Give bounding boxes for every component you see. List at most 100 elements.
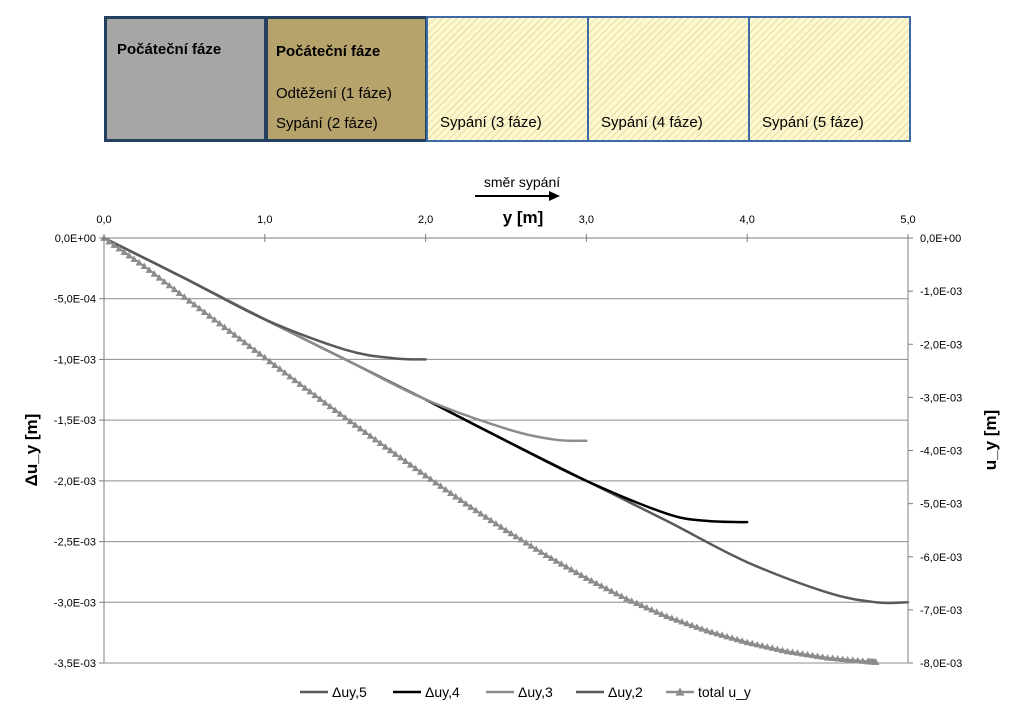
data-point-marker <box>416 468 425 475</box>
data-point-marker <box>105 237 113 245</box>
data-point-marker <box>296 380 304 387</box>
data-point-marker <box>628 597 636 604</box>
data-point-marker <box>527 542 535 549</box>
data-point-marker <box>577 571 585 579</box>
data-point-marker <box>783 647 791 655</box>
legend-item-5: total u_y <box>666 684 751 700</box>
direction-label: směr sypání <box>484 174 560 190</box>
data-point-marker <box>648 606 656 613</box>
legend: Δuy,5 Δuy,4 Δuy,3 Δuy,2 total u_y <box>300 684 751 700</box>
data-point-marker <box>316 395 324 402</box>
data-point-marker <box>748 639 756 647</box>
data-point-marker <box>638 601 646 609</box>
data-point-marker <box>703 626 711 634</box>
series-layer <box>100 234 910 665</box>
data-point-marker <box>728 634 736 641</box>
data-point-marker <box>693 623 701 630</box>
data-point-marker <box>231 331 239 338</box>
y-left-tick-label: -3,0E-03 <box>54 597 96 609</box>
x-tick-label: 1,0 <box>257 214 272 226</box>
data-point-marker <box>507 529 515 537</box>
phase-1-label-1: Počáteční fáze <box>117 41 222 58</box>
series-line <box>424 398 749 524</box>
data-point-marker <box>185 297 194 304</box>
data-point-marker <box>824 654 832 661</box>
data-point-marker <box>135 259 143 266</box>
y-axis-left-label: Δu_y [m] <box>22 414 41 487</box>
data-point-marker <box>532 545 540 552</box>
data-point-marker <box>633 599 641 606</box>
data-point-marker <box>668 614 676 621</box>
data-point-marker <box>733 635 741 643</box>
y-left-tick-label: -2,0E-03 <box>54 476 96 488</box>
data-point-marker <box>788 648 797 655</box>
y-right-tick-label: 0,0E+00 <box>920 233 961 245</box>
data-point-marker <box>623 595 631 602</box>
phase-box-1: Počáteční fáze <box>104 16 267 142</box>
data-point-marker <box>477 509 485 517</box>
data-point-marker <box>341 413 349 421</box>
legend-label: Δuy,5 <box>332 684 367 700</box>
axes: 0,0 1,0 2,0 3,0 4,0 5,0 0,0E+00 -5,0E-04 -1,0E-0… <box>22 174 1000 670</box>
series-line <box>102 236 427 361</box>
data-point-marker <box>738 637 746 644</box>
y-right-tick-label: -1,0E-03 <box>920 286 962 298</box>
data-point-marker <box>266 357 274 365</box>
legend-label: Δuy,2 <box>608 684 643 700</box>
data-point-marker <box>834 655 842 662</box>
data-point-marker <box>462 500 470 507</box>
data-point-marker <box>437 482 445 489</box>
data-point-marker <box>457 496 465 503</box>
data-point-marker <box>718 631 726 638</box>
data-point-marker <box>572 568 580 576</box>
data-point-marker <box>256 350 264 357</box>
y-right-tick-label: -8,0E-03 <box>920 658 962 670</box>
phase-box-4: Sypání (4 fáze) <box>587 16 750 142</box>
data-point-marker <box>120 248 128 255</box>
data-point-marker <box>793 649 802 656</box>
data-point-marker <box>251 346 259 353</box>
data-point-marker <box>346 417 354 425</box>
x-tick-label: 4,0 <box>740 214 755 226</box>
data-point-marker <box>813 652 822 659</box>
data-point-marker <box>411 464 420 472</box>
data-point-marker <box>432 478 440 486</box>
data-point-marker <box>487 516 495 524</box>
data-point-marker <box>447 489 455 496</box>
data-point-marker <box>522 539 530 546</box>
phase-box-5: Sypání (5 fáze) <box>748 16 911 142</box>
data-point-marker <box>675 687 685 696</box>
series-2 <box>424 398 749 524</box>
data-point-marker <box>768 644 776 651</box>
data-point-marker <box>356 424 364 432</box>
series-4 <box>102 236 427 361</box>
data-point-marker <box>773 645 781 652</box>
data-point-marker <box>427 475 435 482</box>
x-tick-label: 3,0 <box>579 214 594 226</box>
data-point-marker <box>753 640 761 648</box>
data-point-marker <box>872 658 880 665</box>
data-point-marker <box>406 461 415 468</box>
data-point-marker <box>401 457 410 465</box>
data-point-marker <box>713 629 721 637</box>
direction-arrow-head <box>549 191 560 201</box>
data-point-marker <box>306 387 314 395</box>
data-point-marker <box>326 402 334 410</box>
data-point-marker <box>200 308 209 315</box>
data-point-marker <box>311 391 319 399</box>
data-point-marker <box>547 554 555 561</box>
data-point-marker <box>673 616 681 623</box>
data-point-marker <box>758 642 766 649</box>
data-point-marker <box>140 262 148 270</box>
data-point-marker <box>165 281 173 289</box>
data-point-marker <box>829 654 837 662</box>
data-point-marker <box>763 643 771 650</box>
data-point-marker <box>391 450 400 457</box>
data-point-marker <box>226 327 234 334</box>
y-left-tick-label: -5,0E-04 <box>54 294 96 306</box>
data-point-marker <box>798 650 807 657</box>
data-point-marker <box>849 656 857 663</box>
data-point-marker <box>442 485 450 493</box>
y-right-tick-label: -4,0E-03 <box>920 446 962 458</box>
data-point-marker <box>190 300 199 308</box>
